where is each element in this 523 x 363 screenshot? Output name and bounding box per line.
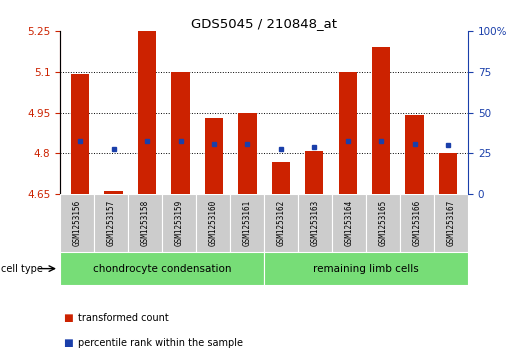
Bar bbox=[366, 194, 400, 252]
Bar bbox=[60, 252, 264, 285]
Bar bbox=[128, 194, 162, 252]
Bar bbox=[105, 192, 123, 194]
Bar bbox=[138, 31, 156, 194]
Text: GSM1253166: GSM1253166 bbox=[413, 200, 422, 246]
Text: percentile rank within the sample: percentile rank within the sample bbox=[78, 338, 243, 348]
Text: GSM1253162: GSM1253162 bbox=[277, 200, 286, 246]
Text: transformed count: transformed count bbox=[78, 313, 169, 323]
Bar bbox=[271, 162, 290, 194]
Title: GDS5045 / 210848_at: GDS5045 / 210848_at bbox=[191, 17, 337, 30]
Text: GSM1253160: GSM1253160 bbox=[209, 200, 218, 246]
Text: GSM1253163: GSM1253163 bbox=[311, 200, 320, 246]
Bar bbox=[71, 74, 89, 194]
Bar bbox=[264, 194, 298, 252]
Bar bbox=[264, 252, 468, 285]
Text: GSM1253161: GSM1253161 bbox=[243, 200, 252, 246]
Bar bbox=[439, 154, 457, 194]
Text: ■: ■ bbox=[63, 338, 73, 348]
Text: GSM1253158: GSM1253158 bbox=[141, 200, 150, 246]
Bar bbox=[405, 115, 424, 194]
Bar bbox=[205, 118, 223, 194]
Bar bbox=[338, 72, 357, 194]
Bar bbox=[94, 194, 128, 252]
Bar bbox=[434, 194, 468, 252]
Text: GSM1253159: GSM1253159 bbox=[175, 200, 184, 246]
Bar bbox=[172, 72, 190, 194]
Bar bbox=[238, 113, 257, 194]
Text: GSM1253165: GSM1253165 bbox=[379, 200, 388, 246]
Bar bbox=[162, 194, 196, 252]
Text: GSM1253164: GSM1253164 bbox=[345, 200, 354, 246]
Text: GSM1253156: GSM1253156 bbox=[73, 200, 82, 246]
Text: GSM1253157: GSM1253157 bbox=[107, 200, 116, 246]
Text: chondrocyte condensation: chondrocyte condensation bbox=[93, 264, 231, 274]
Bar bbox=[230, 194, 264, 252]
Text: cell type: cell type bbox=[1, 264, 43, 274]
Text: remaining limb cells: remaining limb cells bbox=[313, 264, 419, 274]
Text: GSM1253167: GSM1253167 bbox=[447, 200, 456, 246]
Bar bbox=[305, 151, 323, 194]
Bar bbox=[400, 194, 434, 252]
Bar bbox=[332, 194, 366, 252]
Text: ■: ■ bbox=[63, 313, 73, 323]
Bar bbox=[60, 194, 94, 252]
Bar bbox=[372, 47, 390, 194]
Bar bbox=[298, 194, 332, 252]
Bar bbox=[196, 194, 230, 252]
